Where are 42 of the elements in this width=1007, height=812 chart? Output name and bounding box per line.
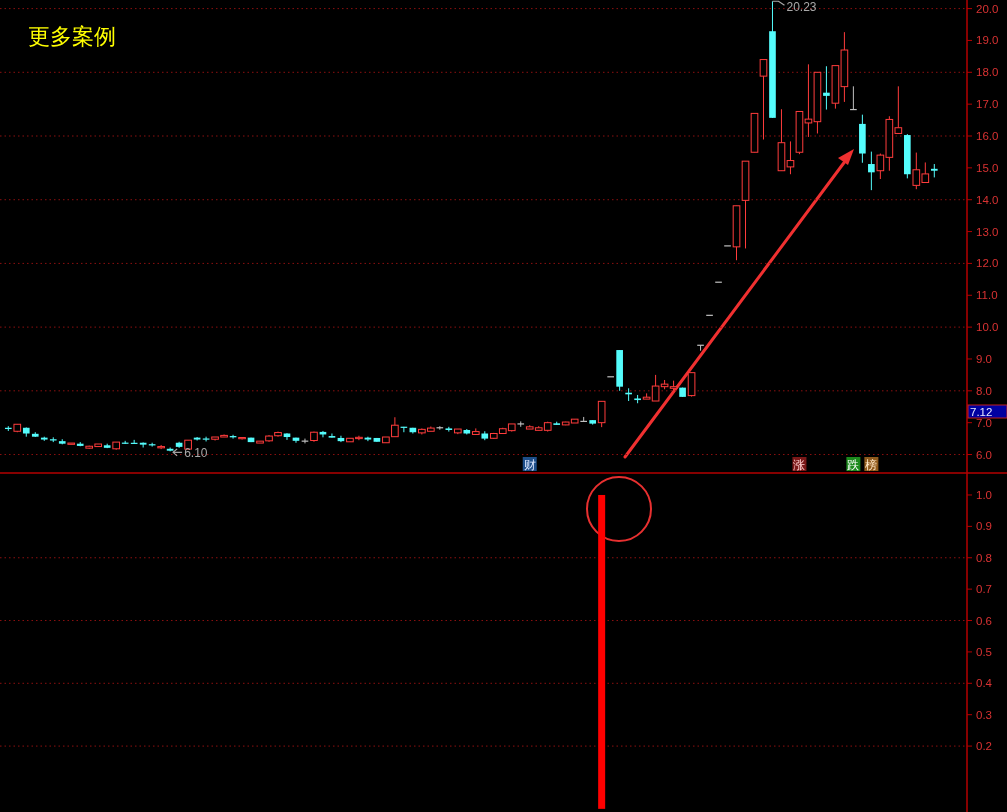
y-tick-label: 6.0: [976, 448, 992, 461]
candlestick: [823, 65, 830, 111]
annotation: 涨: [793, 457, 806, 472]
y-tick-label: 1.0: [976, 488, 992, 501]
candlestick: [759, 59, 768, 141]
y-tick-label: 11.0: [976, 289, 998, 302]
annotation: 榜: [865, 457, 878, 472]
y-tick-label: 0.4: [976, 677, 993, 690]
y-tick-label: 13.0: [976, 225, 999, 238]
candlestick: [193, 436, 201, 442]
y-tick-label: 0.9: [976, 520, 992, 533]
y-tick-label: 0.5: [976, 645, 992, 658]
candlestick: [328, 433, 336, 439]
annotation: 财: [523, 457, 536, 472]
candlestick: [687, 372, 696, 398]
y-tick-label: 15.0: [976, 161, 999, 174]
y-tick-label: 16.0: [976, 130, 999, 143]
y-tick-label: 0.8: [976, 551, 992, 564]
y-tick-label: 19.0: [976, 34, 999, 47]
text: 7.12: [970, 405, 993, 418]
y-tick-label: 12.0: [976, 257, 999, 270]
y-tick-label: 0.2: [976, 740, 992, 753]
y-tick-label: 17.0: [976, 98, 999, 111]
candlestick: [868, 151, 875, 191]
y-tick-label: 9.0: [976, 352, 992, 365]
y-tick-label: 20.0: [976, 2, 999, 15]
candlestick: [597, 400, 606, 428]
y-tick-label: 0.6: [976, 614, 992, 627]
y-tick-label: 0.7: [976, 583, 992, 596]
annotation: 跌: [847, 457, 860, 472]
annotation: 6.10: [184, 446, 208, 461]
candlestick: [364, 436, 372, 442]
annotation: 20.23: [786, 0, 817, 15]
candlestick: [157, 444, 165, 450]
y-tick-label: 14.0: [976, 193, 999, 206]
y-tick-label: 8.0: [976, 384, 992, 397]
candlestick: [238, 437, 246, 441]
y-tick-label: 0.3: [976, 708, 992, 721]
y-tick-label: 18.0: [976, 66, 999, 79]
y-tick-label: 10.0: [976, 321, 999, 334]
y-tick-label: 7.0: [976, 416, 992, 429]
text: 更多案例: [28, 24, 116, 49]
